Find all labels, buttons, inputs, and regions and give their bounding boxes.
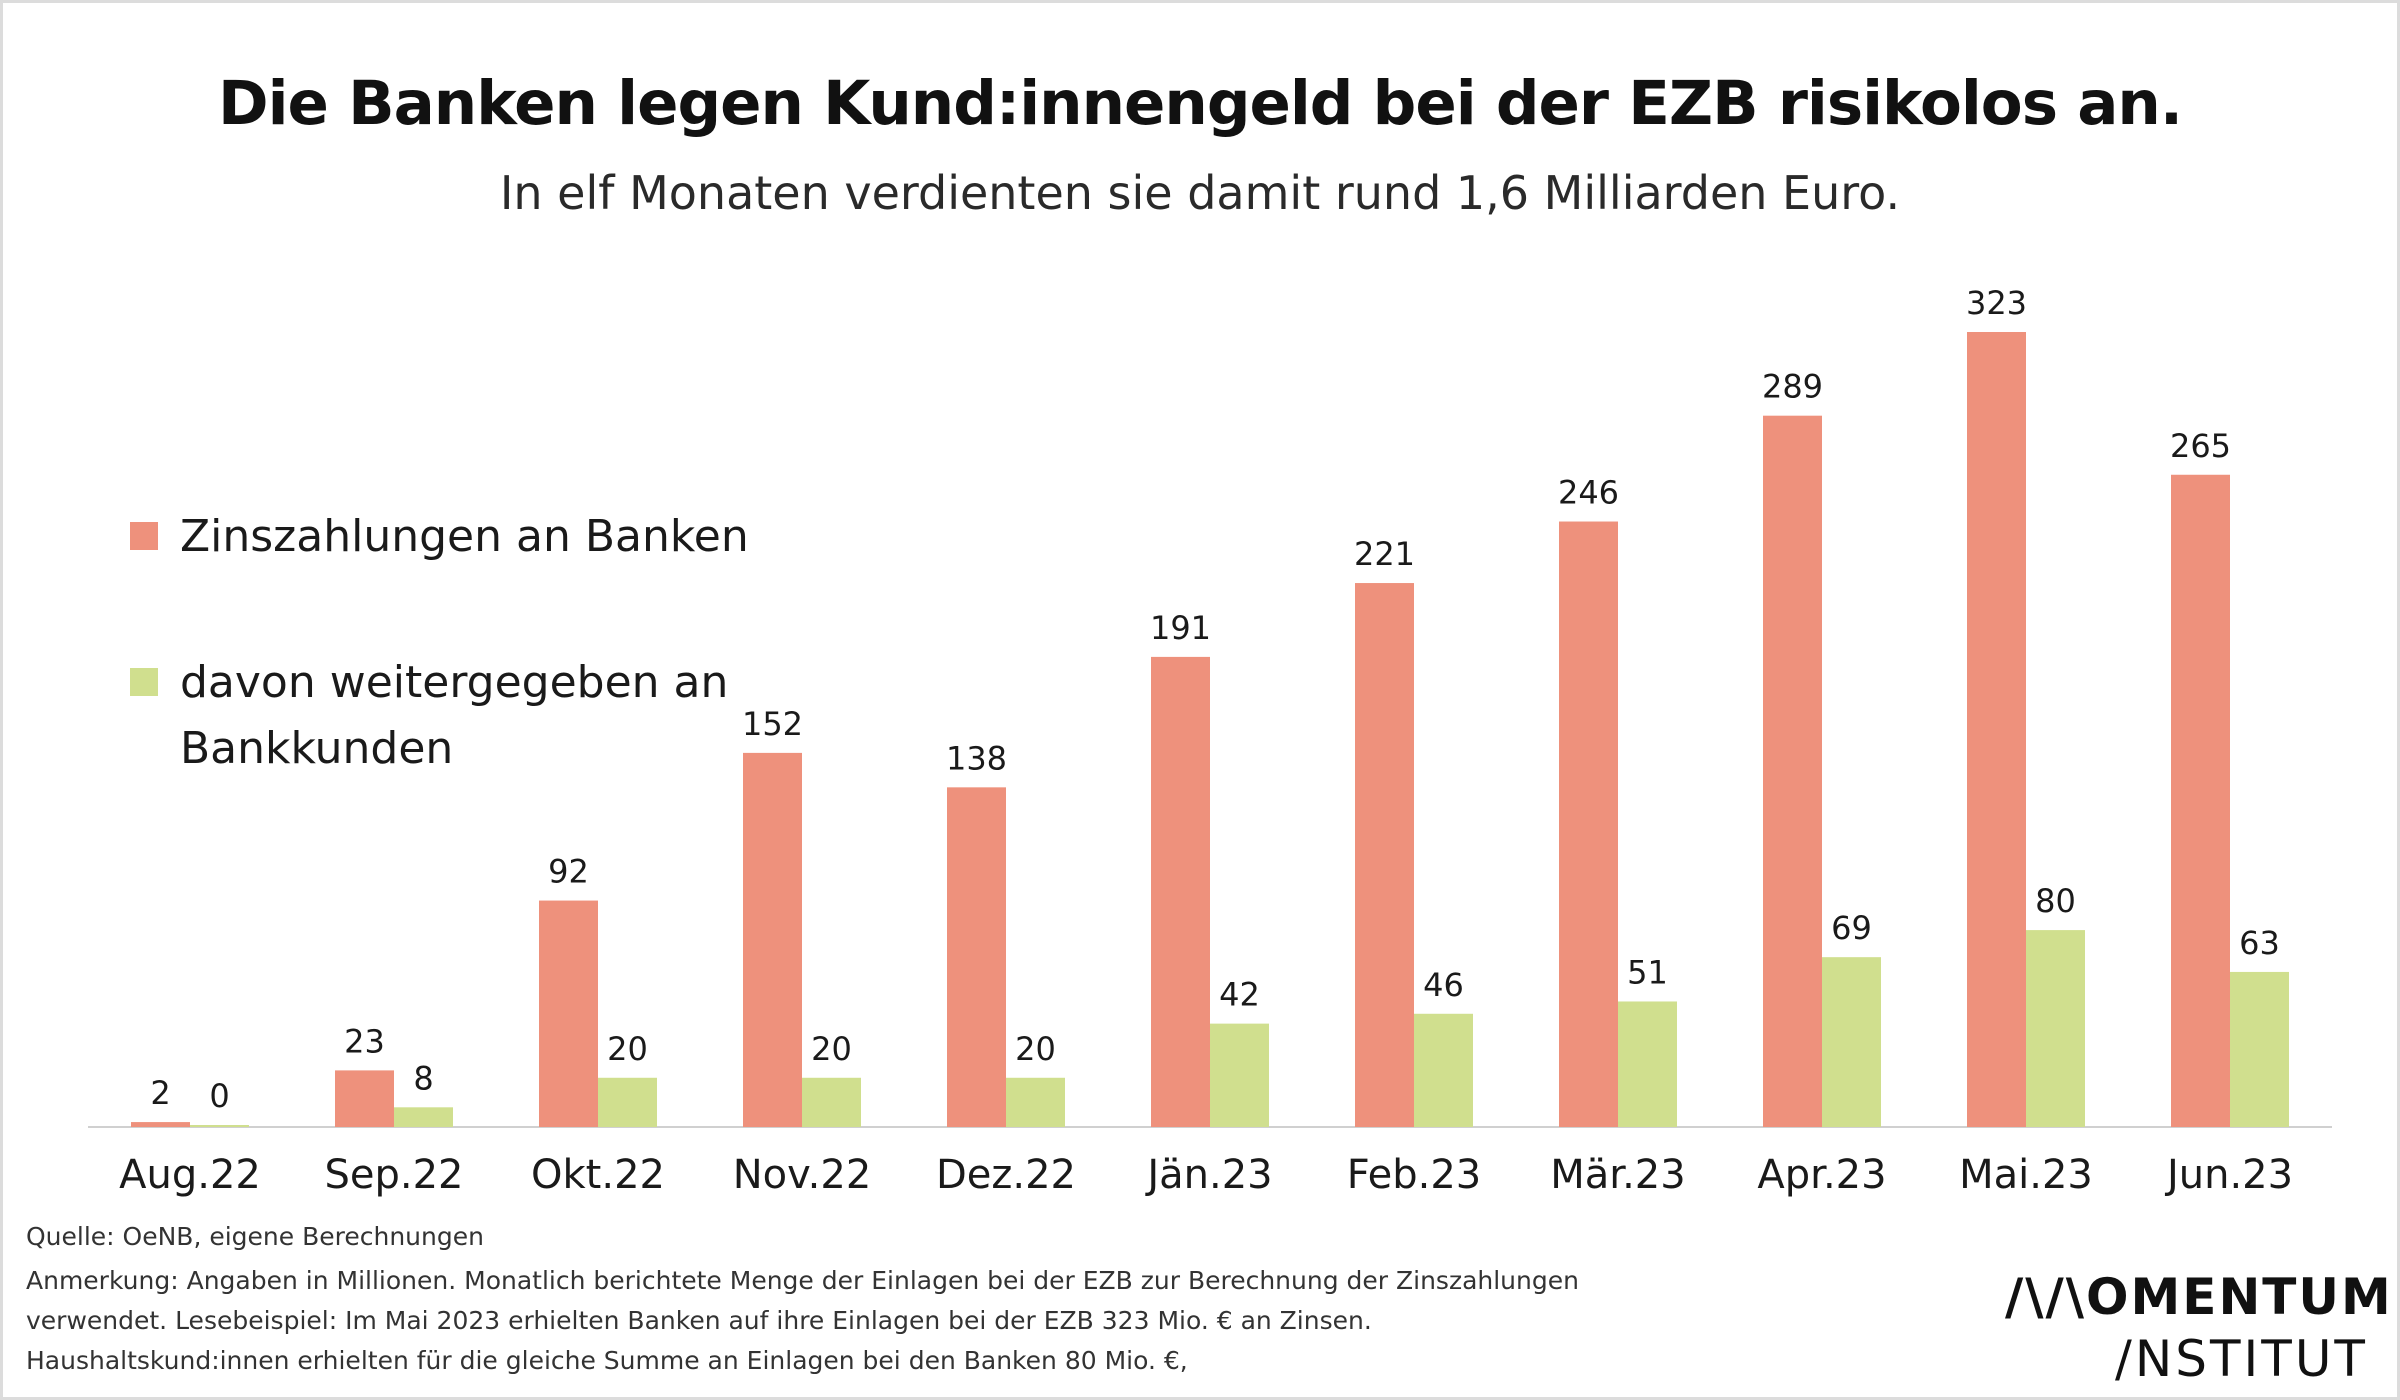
data-label-zins-7: 246	[1558, 474, 1619, 512]
data-label-weiter-2: 20	[607, 1030, 648, 1068]
legend-label-weiter: davon weitergegeben an Bankkunden	[180, 657, 729, 774]
legend-item-zins: Zinszahlungen an Banken	[130, 504, 800, 570]
data-label-weiter-9: 80	[2035, 882, 2076, 920]
bar-zins-5	[1151, 656, 1210, 1127]
bar-zins-6	[1355, 583, 1414, 1127]
x-tick-label-7: Mär.23	[1550, 1152, 1685, 1198]
footer-note-line3: Haushaltskund:innen erhielten für die gl…	[26, 1346, 1188, 1375]
data-label-zins-6: 221	[1354, 535, 1415, 573]
data-label-weiter-5: 42	[1219, 976, 1260, 1014]
bar-weiter-1	[394, 1107, 453, 1127]
x-tick-label-5: Jän.23	[1144, 1152, 1272, 1198]
legend-swatch-weiter	[130, 668, 158, 696]
bar-zins-7	[1559, 521, 1618, 1127]
bar-weiter-2	[598, 1077, 657, 1127]
legend-item-weiter: davon weitergegeben an Bankkunden	[130, 650, 800, 782]
data-label-zins-4: 138	[946, 739, 1007, 777]
legend-swatch-zins	[130, 522, 158, 550]
data-label-weiter-6: 46	[1423, 966, 1464, 1004]
x-tick-label-3: Nov.22	[733, 1152, 872, 1198]
bar-zins-1	[335, 1070, 394, 1127]
data-label-weiter-10: 63	[2239, 924, 2280, 962]
data-label-weiter-7: 51	[1627, 953, 1668, 991]
x-tick-label-4: Dez.22	[936, 1152, 1076, 1198]
bar-zins-0	[131, 1122, 190, 1127]
institut-logo: /NSTITUT	[2115, 1330, 2368, 1388]
x-tick-label-10: Jun.23	[2164, 1152, 2293, 1198]
bar-zins-2	[539, 900, 598, 1127]
data-label-zins-10: 265	[2170, 427, 2231, 465]
bar-zins-4	[947, 787, 1006, 1127]
footer-source: Quelle: OeNB, eigene Berechnungen	[26, 1222, 484, 1251]
data-label-zins-9: 323	[1966, 284, 2027, 322]
bar-weiter-0	[190, 1125, 249, 1127]
data-label-zins-8: 289	[1762, 368, 1823, 406]
bar-zins-8	[1763, 415, 1822, 1127]
x-tick-label-1: Sep.22	[324, 1152, 463, 1198]
data-label-zins-5: 191	[1150, 609, 1211, 647]
x-tick-label-2: Okt.22	[531, 1152, 665, 1198]
bar-weiter-8	[1822, 957, 1881, 1127]
data-label-weiter-3: 20	[811, 1030, 852, 1068]
momentum-logo: /\/\OMENTUM	[2005, 1268, 2393, 1326]
data-label-weiter-4: 20	[1015, 1030, 1056, 1068]
data-label-weiter-8: 69	[1831, 909, 1872, 947]
x-tick-label-0: Aug.22	[119, 1152, 261, 1198]
x-tick-label-8: Apr.23	[1757, 1152, 1886, 1198]
data-label-weiter-1: 8	[413, 1059, 433, 1097]
data-label-zins-3: 152	[742, 705, 803, 743]
bar-weiter-3	[802, 1077, 861, 1127]
footer-note-line1: Anmerkung: Angaben in Millionen. Monatli…	[26, 1266, 1579, 1295]
bar-weiter-10	[2230, 971, 2289, 1127]
data-label-zins-2: 92	[548, 853, 589, 891]
bar-weiter-6	[1414, 1013, 1473, 1127]
footer-note-line2: verwendet. Lesebeispiel: Im Mai 2023 erh…	[26, 1306, 1372, 1335]
bar-zins-3	[743, 752, 802, 1127]
x-tick-label-6: Feb.23	[1347, 1152, 1481, 1198]
legend-label-zins: Zinszahlungen an Banken	[180, 511, 749, 562]
data-label-zins-1: 23	[344, 1022, 385, 1060]
bar-zins-10	[2171, 474, 2230, 1127]
chart-subtitle: In elf Monaten verdienten sie damit rund…	[499, 166, 1901, 220]
bar-weiter-7	[1618, 1001, 1677, 1127]
bar-zins-9	[1967, 332, 2026, 1127]
chart-title: Die Banken legen Kund:innengeld bei der …	[217, 68, 2183, 139]
bar-weiter-9	[2026, 930, 2085, 1127]
data-label-weiter-0: 0	[209, 1077, 229, 1115]
bar-weiter-4	[1006, 1077, 1065, 1127]
data-label-zins-0: 2	[150, 1074, 170, 1112]
x-tick-label-9: Mai.23	[1959, 1152, 2093, 1198]
bar-weiter-5	[1210, 1023, 1269, 1127]
